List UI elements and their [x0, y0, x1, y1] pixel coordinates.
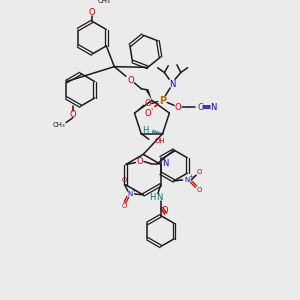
- Text: CH₃: CH₃: [97, 0, 110, 4]
- Polygon shape: [134, 104, 145, 113]
- Text: N: N: [210, 103, 217, 112]
- Text: +: +: [131, 188, 136, 193]
- Polygon shape: [146, 89, 152, 100]
- Text: C: C: [197, 103, 203, 112]
- Text: O: O: [121, 203, 127, 209]
- Text: N: N: [169, 80, 175, 88]
- Text: P: P: [159, 95, 166, 106]
- Text: O: O: [137, 157, 143, 166]
- Text: CH₃: CH₃: [53, 122, 66, 128]
- Text: N: N: [127, 191, 132, 197]
- Text: O: O: [196, 169, 202, 175]
- Text: H: H: [148, 193, 155, 202]
- Text: N: N: [156, 193, 162, 202]
- Text: O: O: [89, 8, 95, 17]
- Text: O: O: [70, 110, 76, 119]
- Text: O: O: [175, 103, 181, 112]
- Text: O: O: [196, 187, 202, 193]
- Text: OH: OH: [155, 138, 165, 144]
- Text: ⁻: ⁻: [189, 182, 192, 187]
- Text: O: O: [145, 99, 151, 108]
- Text: O: O: [161, 206, 168, 215]
- Text: O: O: [145, 109, 151, 118]
- Text: +: +: [189, 174, 194, 178]
- Text: O: O: [128, 76, 134, 85]
- Text: H: H: [142, 126, 148, 135]
- Text: O: O: [121, 177, 127, 183]
- Text: N: N: [185, 177, 190, 183]
- Text: N: N: [162, 159, 169, 168]
